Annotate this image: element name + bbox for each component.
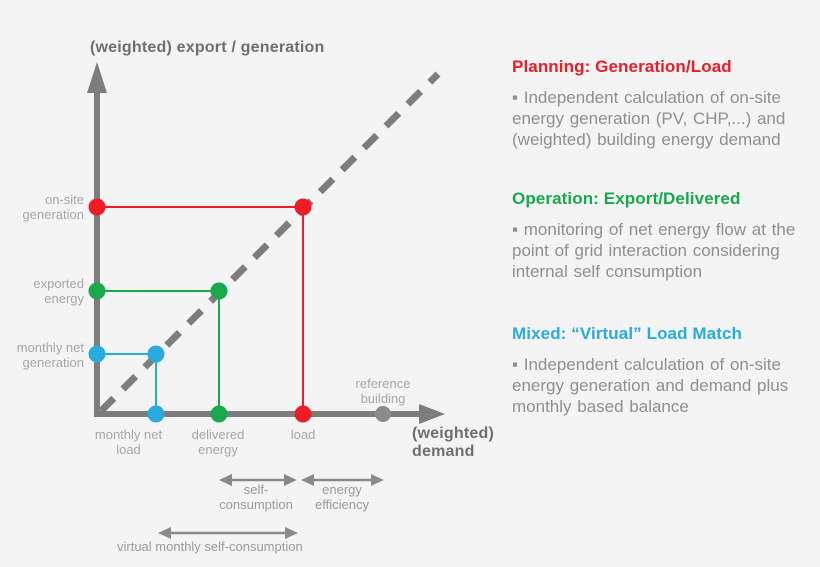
- label-virtual-monthly-self-consumption: virtual monthly self-consumption: [117, 539, 303, 554]
- label-energy-efficiency: energy efficiency: [315, 482, 369, 512]
- panel-planning-heading: Planning: Generation/Load: [512, 57, 732, 76]
- monthly-net-generation-dot: [88, 345, 106, 363]
- panel-operation-heading: Operation: Export/Delivered: [512, 189, 741, 208]
- operation-diagonal-dot: [210, 282, 228, 300]
- monthly-net-load-dot: [147, 405, 165, 423]
- planning-diagonal-dot: [294, 198, 312, 216]
- exported-energy-dot: [88, 282, 106, 300]
- label-self-consumption: self- consumption: [219, 482, 293, 512]
- label-delivered-energy: delivered energy: [191, 427, 245, 457]
- on-site-generation-dot: [88, 198, 106, 216]
- panel-mixed: Mixed: “Virtual” Load Match ▪ Independen…: [512, 323, 814, 417]
- energy-efficiency-arrow-right-icon: [371, 474, 384, 486]
- panel-operation: Operation: Export/Delivered ▪ monitoring…: [512, 188, 814, 282]
- y-axis-title: (weighted) export / generation: [90, 39, 325, 56]
- virtual-monthly-arrow-right-icon: [285, 527, 298, 539]
- label-on-site-generation: on-site generation: [22, 192, 84, 222]
- x-axis-title: (weighted) demand: [412, 425, 494, 460]
- label-reference-building: reference building: [355, 376, 411, 406]
- delivered-energy-dot: [210, 405, 228, 423]
- label-load: load: [290, 427, 316, 442]
- self-consumption-arrow-left-icon: [219, 474, 232, 486]
- label-exported-energy: exported energy: [33, 276, 84, 306]
- panel-planning: Planning: Generation/Load ▪ Independent …: [512, 56, 814, 150]
- panel-mixed-heading: Mixed: “Virtual” Load Match: [512, 324, 743, 343]
- virtual-monthly-arrow-left-icon: [158, 527, 171, 539]
- panel-planning-body: ▪ Independent calculation of on-site ene…: [512, 88, 786, 149]
- load-match-diagram: [87, 62, 445, 539]
- label-monthly-net-load: monthly net load: [94, 427, 163, 457]
- reference-building-dot: [375, 406, 391, 422]
- panel-operation-body: ▪ monitoring of net energy flow at the p…: [512, 220, 796, 281]
- panel-mixed-body: ▪ Independent calculation of on-site ene…: [512, 355, 789, 416]
- mixed-diagonal-dot: [147, 345, 165, 363]
- load-dot: [294, 405, 312, 423]
- x-axis-arrow-icon: [419, 404, 445, 424]
- label-monthly-net-generation: monthly net generation: [16, 340, 84, 370]
- energy-efficiency-arrow-left-icon: [301, 474, 314, 486]
- y-axis-arrow-icon: [87, 62, 107, 93]
- self-consumption-arrow-right-icon: [284, 474, 297, 486]
